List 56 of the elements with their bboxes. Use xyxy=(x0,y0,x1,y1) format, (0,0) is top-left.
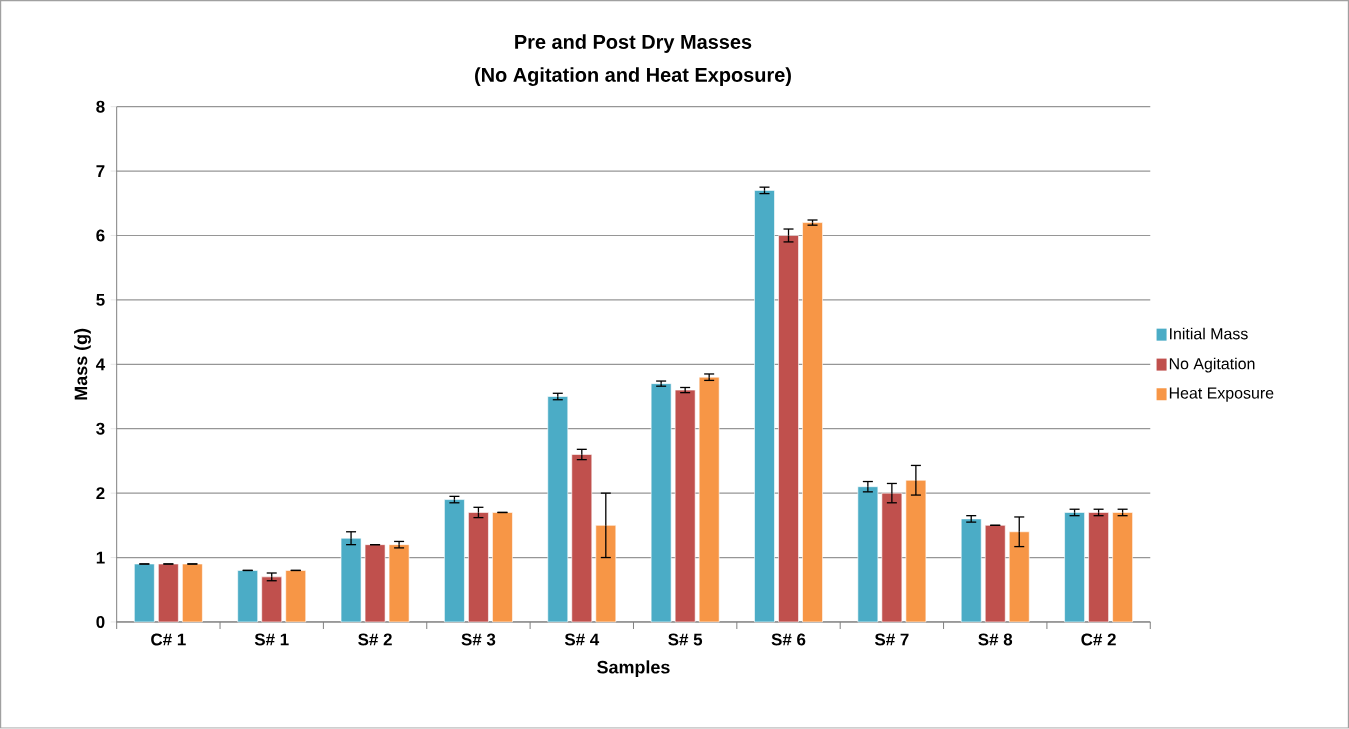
legend-label: Initial Mass xyxy=(1170,327,1248,340)
bar xyxy=(1088,512,1109,623)
bar xyxy=(1064,512,1085,623)
bar xyxy=(1008,531,1030,623)
bar xyxy=(261,576,283,623)
x-tick-label: S# 2 xyxy=(358,633,392,646)
chart-title: Pre and Post Dry Masses xyxy=(515,34,752,54)
bar xyxy=(492,512,513,623)
bar xyxy=(468,512,489,623)
bar xyxy=(285,570,307,623)
bar xyxy=(881,493,903,623)
bar xyxy=(650,383,672,623)
legend-label: No Agitation xyxy=(1169,357,1255,373)
chart-subtitle: (No Agitation and Heat Exposure) xyxy=(475,67,791,87)
bar xyxy=(237,570,259,623)
x-axis-title: Samples xyxy=(597,660,670,678)
y-tick-label: 8 xyxy=(96,100,105,113)
x-tick-label: S# 1 xyxy=(254,633,289,646)
bar xyxy=(364,544,386,623)
bar xyxy=(158,563,179,623)
y-tick-label: 4 xyxy=(95,358,106,371)
legend-label: Heat Exposure xyxy=(1169,387,1274,403)
bar xyxy=(182,563,203,623)
y-axis-title: Mass (g) xyxy=(74,329,91,400)
bar xyxy=(905,480,927,623)
x-tick-label: S# 4 xyxy=(564,633,600,646)
x-tick-label: S# 7 xyxy=(874,633,909,646)
bar xyxy=(595,525,617,623)
bar xyxy=(571,454,593,623)
bar xyxy=(802,222,823,623)
x-tick-label: S# 5 xyxy=(668,633,703,646)
x-tick-label: S# 6 xyxy=(771,633,806,646)
y-tick-label: 5 xyxy=(96,294,105,306)
bar xyxy=(778,235,799,623)
y-tick-label: 6 xyxy=(96,229,105,242)
bar xyxy=(960,518,982,623)
x-tick-label: S# 8 xyxy=(978,633,1013,646)
bar xyxy=(674,389,696,623)
y-tick-label: 2 xyxy=(96,487,105,500)
x-tick-label: C# 2 xyxy=(1081,633,1116,646)
y-tick-label: 7 xyxy=(96,165,105,178)
bar xyxy=(698,377,720,623)
y-tick-label: 0 xyxy=(96,616,105,629)
bar xyxy=(754,190,775,623)
bar xyxy=(547,396,569,623)
bar xyxy=(134,563,155,623)
bar xyxy=(388,544,410,623)
x-tick-label: S# 3 xyxy=(461,633,496,646)
y-tick-label: 3 xyxy=(96,422,105,435)
bar xyxy=(984,525,1006,623)
x-tick-label: C# 1 xyxy=(151,633,186,646)
bar xyxy=(444,499,465,623)
y-tick-label: 1 xyxy=(96,551,105,564)
bar xyxy=(857,486,879,623)
bar xyxy=(340,538,362,623)
bar xyxy=(1112,512,1133,623)
